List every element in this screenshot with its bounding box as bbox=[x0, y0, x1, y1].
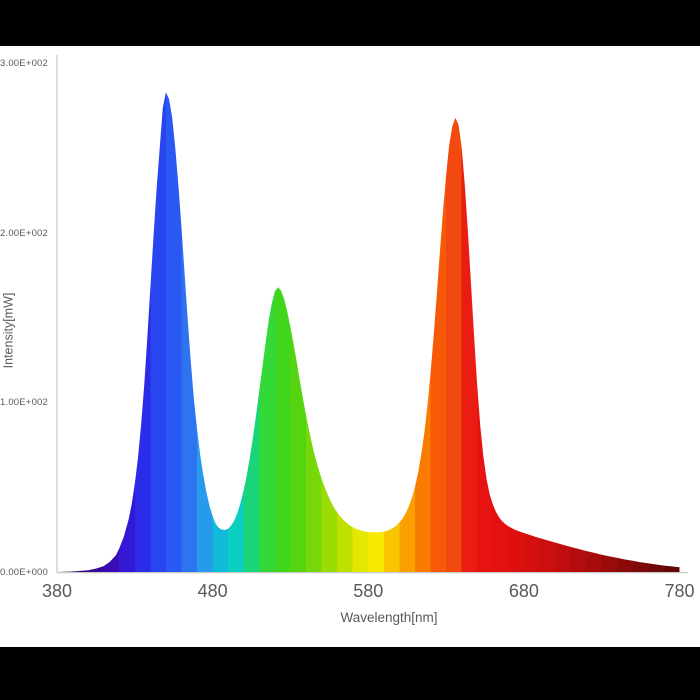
letterbox-bottom-bar bbox=[0, 647, 700, 700]
letterbox-top-bar bbox=[0, 0, 700, 46]
x-axis-title: Wavelength[nm] bbox=[340, 610, 438, 625]
y-tick-label: 3.00E+002 bbox=[0, 58, 49, 69]
x-tick-label: 780 bbox=[664, 581, 695, 601]
x-tick-label: 480 bbox=[197, 581, 228, 601]
y-tick-label: 2.00E+002 bbox=[0, 227, 49, 239]
x-tick-label: 680 bbox=[508, 581, 539, 601]
y-tick-label: 0.00E+000 bbox=[0, 566, 49, 578]
x-tick-label: 380 bbox=[41, 581, 73, 601]
spectrum-chart: 0.00E+000 1.00E+002 2.00E+002 3.00E+002 380… bbox=[0, 46, 700, 647]
x-tick-label: 580 bbox=[353, 581, 384, 601]
y-axis-title: Intensity[mW] bbox=[1, 292, 16, 369]
spectrum-area bbox=[57, 92, 680, 573]
y-tick-label: 1.00E+002 bbox=[0, 397, 49, 408]
